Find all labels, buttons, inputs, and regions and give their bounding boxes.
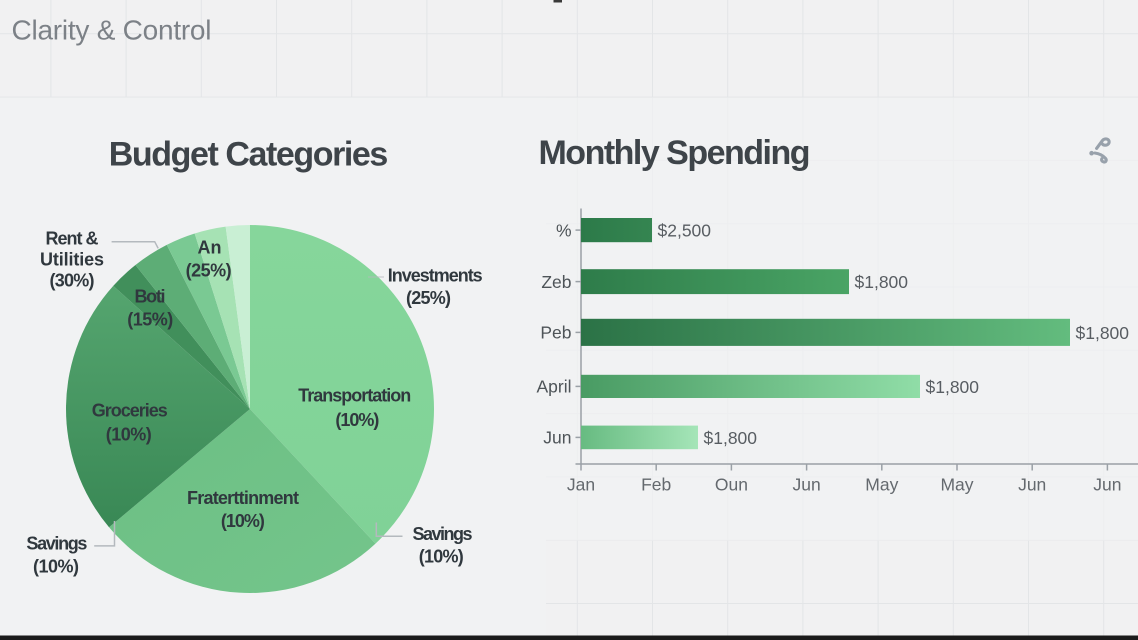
svg-text:Jun: Jun (543, 428, 571, 448)
svg-text:Jun: Jun (1018, 475, 1046, 495)
svg-text:Savings: Savings (26, 533, 87, 553)
svg-text:April: April (536, 377, 571, 397)
svg-text:Utilities: Utilities (40, 249, 104, 269)
svg-text:(10%): (10%) (419, 547, 464, 567)
svg-text:An: An (198, 238, 222, 258)
svg-text:(10%): (10%) (221, 511, 265, 531)
svg-text:Investments: Investments (388, 266, 483, 286)
svg-text:Zeb: Zeb (541, 272, 571, 292)
svg-text:Fraterttinment: Fraterttinment (187, 488, 299, 508)
svg-text:Jun: Jun (1093, 475, 1121, 495)
svg-text:Savings: Savings (413, 524, 473, 544)
svg-text:Rent &: Rent & (46, 229, 99, 249)
svg-text:(10%): (10%) (106, 425, 152, 445)
svg-text:Budget Categories: Budget Categories (109, 136, 389, 174)
svg-text:Monthly Spending: Monthly Spending (539, 134, 811, 172)
svg-text:Boti: Boti (135, 287, 166, 307)
svg-text:May: May (865, 475, 898, 495)
svg-text:Groceries: Groceries (92, 401, 168, 421)
svg-text:Peb: Peb (540, 323, 571, 343)
svg-text:Clarity & Control: Clarity & Control (12, 15, 212, 46)
svg-text:$2,500: $2,500 (658, 221, 712, 241)
svg-text:Jan: Jan (567, 475, 595, 495)
svg-text:(30%): (30%) (50, 270, 95, 290)
svg-text:(25%): (25%) (406, 288, 451, 308)
svg-text:$1,800: $1,800 (1076, 323, 1130, 343)
svg-text:(15%): (15%) (127, 310, 173, 330)
svg-text:Jun: Jun (792, 475, 820, 495)
svg-text:Transportation: Transportation (298, 386, 411, 406)
svg-text:(10%): (10%) (33, 557, 79, 577)
svg-text:Feb: Feb (641, 475, 671, 495)
svg-text:Oun: Oun (715, 475, 748, 495)
svg-text:$1,800: $1,800 (926, 377, 980, 397)
svg-text:(25%): (25%) (186, 261, 232, 281)
svg-text:$1,800: $1,800 (855, 272, 909, 292)
svg-text:$1,800: $1,800 (704, 428, 758, 448)
svg-text:%: % (556, 220, 572, 240)
svg-text:(10%): (10%) (335, 410, 379, 430)
svg-text:May: May (940, 475, 973, 495)
